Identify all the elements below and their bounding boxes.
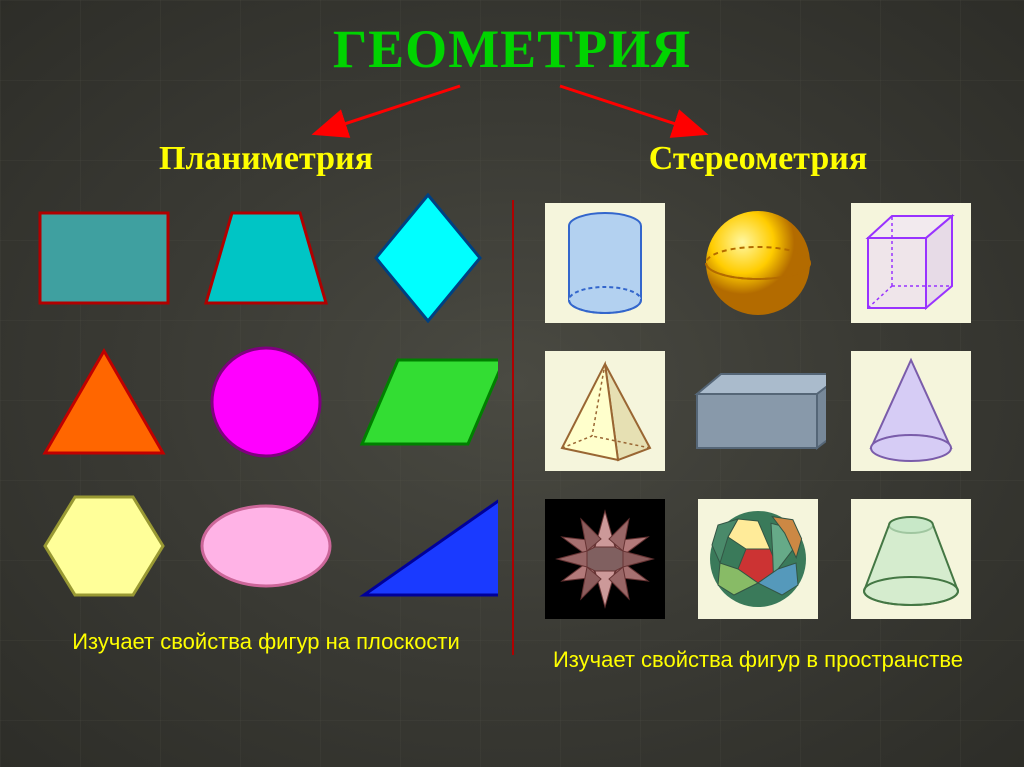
branch-arrows xyxy=(0,80,1024,140)
vertical-divider xyxy=(512,200,514,655)
stereometry-title: Стереометрия xyxy=(649,140,868,178)
shape-parallelogram xyxy=(358,342,498,462)
solid-frustum xyxy=(844,494,979,624)
planimetry-column: Планиметрия xyxy=(20,140,512,675)
main-title: ГЕОМЕТРИЯ xyxy=(0,0,1024,80)
shape-hexagon xyxy=(34,486,174,606)
solid-pyramid xyxy=(538,346,673,476)
shape-rhombus xyxy=(358,198,498,318)
stereometry-caption: Изучает свойства фигур в пространстве xyxy=(553,646,963,675)
stereometry-column: Стереометрия xyxy=(512,140,1004,675)
solid-cylinder xyxy=(538,198,673,328)
shape-triangle xyxy=(34,342,174,462)
solid-cone xyxy=(844,346,979,476)
shape-rectangle xyxy=(34,198,174,318)
shape-circle xyxy=(196,342,336,462)
planimetry-caption: Изучает свойства фигур на плоскости xyxy=(72,628,460,657)
planimetry-grid xyxy=(34,198,498,606)
solid-prism xyxy=(691,346,826,476)
stereometry-grid xyxy=(538,198,979,624)
solid-cube xyxy=(844,198,979,328)
solid-truncated-icosahedron xyxy=(691,494,826,624)
planimetry-title: Планиметрия xyxy=(159,140,373,178)
shape-ellipse xyxy=(196,486,336,606)
shape-right-triangle xyxy=(358,486,498,606)
shape-trapezoid xyxy=(196,198,336,318)
solid-stellated xyxy=(538,494,673,624)
solid-sphere xyxy=(691,198,826,328)
